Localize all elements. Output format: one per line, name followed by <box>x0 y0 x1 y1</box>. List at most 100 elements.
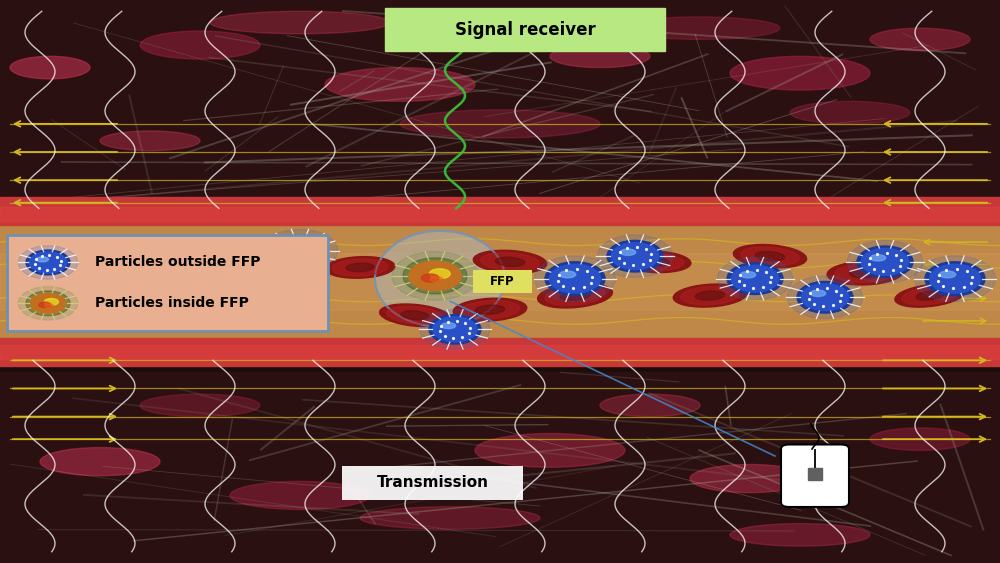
Ellipse shape <box>620 17 780 39</box>
Circle shape <box>534 256 616 301</box>
Ellipse shape <box>421 274 439 282</box>
Circle shape <box>930 265 980 293</box>
Ellipse shape <box>673 284 747 307</box>
Circle shape <box>731 265 779 292</box>
Bar <box>0 253 1000 310</box>
Ellipse shape <box>481 253 539 271</box>
Ellipse shape <box>346 263 374 272</box>
Ellipse shape <box>400 110 600 138</box>
Circle shape <box>262 229 338 272</box>
Circle shape <box>857 246 913 278</box>
Ellipse shape <box>100 131 200 150</box>
FancyBboxPatch shape <box>342 466 523 500</box>
Circle shape <box>392 252 478 300</box>
Ellipse shape <box>244 278 316 302</box>
Circle shape <box>727 263 783 294</box>
Ellipse shape <box>380 304 450 327</box>
Bar <box>385 8 665 51</box>
Bar <box>0 0 1000 214</box>
Circle shape <box>131 260 179 287</box>
Ellipse shape <box>475 434 625 467</box>
Text: Transmission: Transmission <box>376 475 488 490</box>
Ellipse shape <box>559 271 576 278</box>
FancyBboxPatch shape <box>7 235 328 331</box>
Ellipse shape <box>626 253 684 270</box>
Ellipse shape <box>827 261 903 285</box>
Circle shape <box>597 235 673 278</box>
Ellipse shape <box>441 323 456 329</box>
Ellipse shape <box>641 257 669 266</box>
Ellipse shape <box>850 269 880 278</box>
Circle shape <box>847 240 923 283</box>
Circle shape <box>409 261 461 291</box>
Ellipse shape <box>285 243 301 250</box>
Ellipse shape <box>545 285 605 306</box>
Ellipse shape <box>10 56 90 79</box>
Ellipse shape <box>140 394 260 417</box>
Circle shape <box>550 265 600 293</box>
Circle shape <box>50 281 100 310</box>
Ellipse shape <box>360 507 540 529</box>
Circle shape <box>611 243 659 270</box>
Circle shape <box>433 317 477 342</box>
Ellipse shape <box>430 277 443 282</box>
Circle shape <box>420 310 490 349</box>
Ellipse shape <box>730 524 870 546</box>
Ellipse shape <box>54 265 86 275</box>
Ellipse shape <box>145 246 175 255</box>
Ellipse shape <box>790 101 910 124</box>
Circle shape <box>925 262 985 296</box>
Circle shape <box>30 293 66 314</box>
Ellipse shape <box>473 251 547 273</box>
Ellipse shape <box>870 254 886 261</box>
Ellipse shape <box>835 263 895 283</box>
Bar <box>0 197 1000 225</box>
Text: Particles outside FFP: Particles outside FFP <box>95 256 260 270</box>
Ellipse shape <box>429 269 450 279</box>
Circle shape <box>45 279 105 312</box>
Ellipse shape <box>251 280 309 300</box>
FancyBboxPatch shape <box>473 270 532 293</box>
Ellipse shape <box>200 292 216 299</box>
Circle shape <box>187 284 243 315</box>
Ellipse shape <box>130 241 190 260</box>
Ellipse shape <box>375 231 505 327</box>
Ellipse shape <box>325 257 395 278</box>
Ellipse shape <box>916 291 944 300</box>
Bar <box>0 338 1000 366</box>
Ellipse shape <box>690 464 810 493</box>
Circle shape <box>34 273 116 318</box>
Ellipse shape <box>538 283 612 308</box>
Ellipse shape <box>140 266 156 272</box>
Ellipse shape <box>740 271 756 278</box>
Ellipse shape <box>870 28 970 51</box>
Ellipse shape <box>36 257 49 262</box>
Ellipse shape <box>870 428 970 450</box>
Ellipse shape <box>600 394 700 417</box>
Ellipse shape <box>210 11 390 34</box>
Circle shape <box>797 282 853 313</box>
Ellipse shape <box>401 311 429 320</box>
Circle shape <box>18 287 78 320</box>
Circle shape <box>801 284 849 311</box>
Ellipse shape <box>560 291 590 301</box>
Ellipse shape <box>695 291 725 300</box>
Ellipse shape <box>122 239 198 262</box>
Circle shape <box>127 257 183 289</box>
Ellipse shape <box>59 288 76 295</box>
Circle shape <box>403 258 467 294</box>
Ellipse shape <box>755 252 785 261</box>
Ellipse shape <box>332 259 388 276</box>
Bar <box>0 225 1000 338</box>
Ellipse shape <box>44 298 58 305</box>
Ellipse shape <box>38 260 102 280</box>
Ellipse shape <box>39 302 51 307</box>
Ellipse shape <box>741 247 799 266</box>
Bar <box>0 207 1000 221</box>
Ellipse shape <box>30 257 110 283</box>
Circle shape <box>26 291 70 316</box>
Circle shape <box>18 246 78 279</box>
Circle shape <box>717 257 793 300</box>
Ellipse shape <box>895 284 965 307</box>
Ellipse shape <box>266 285 294 295</box>
